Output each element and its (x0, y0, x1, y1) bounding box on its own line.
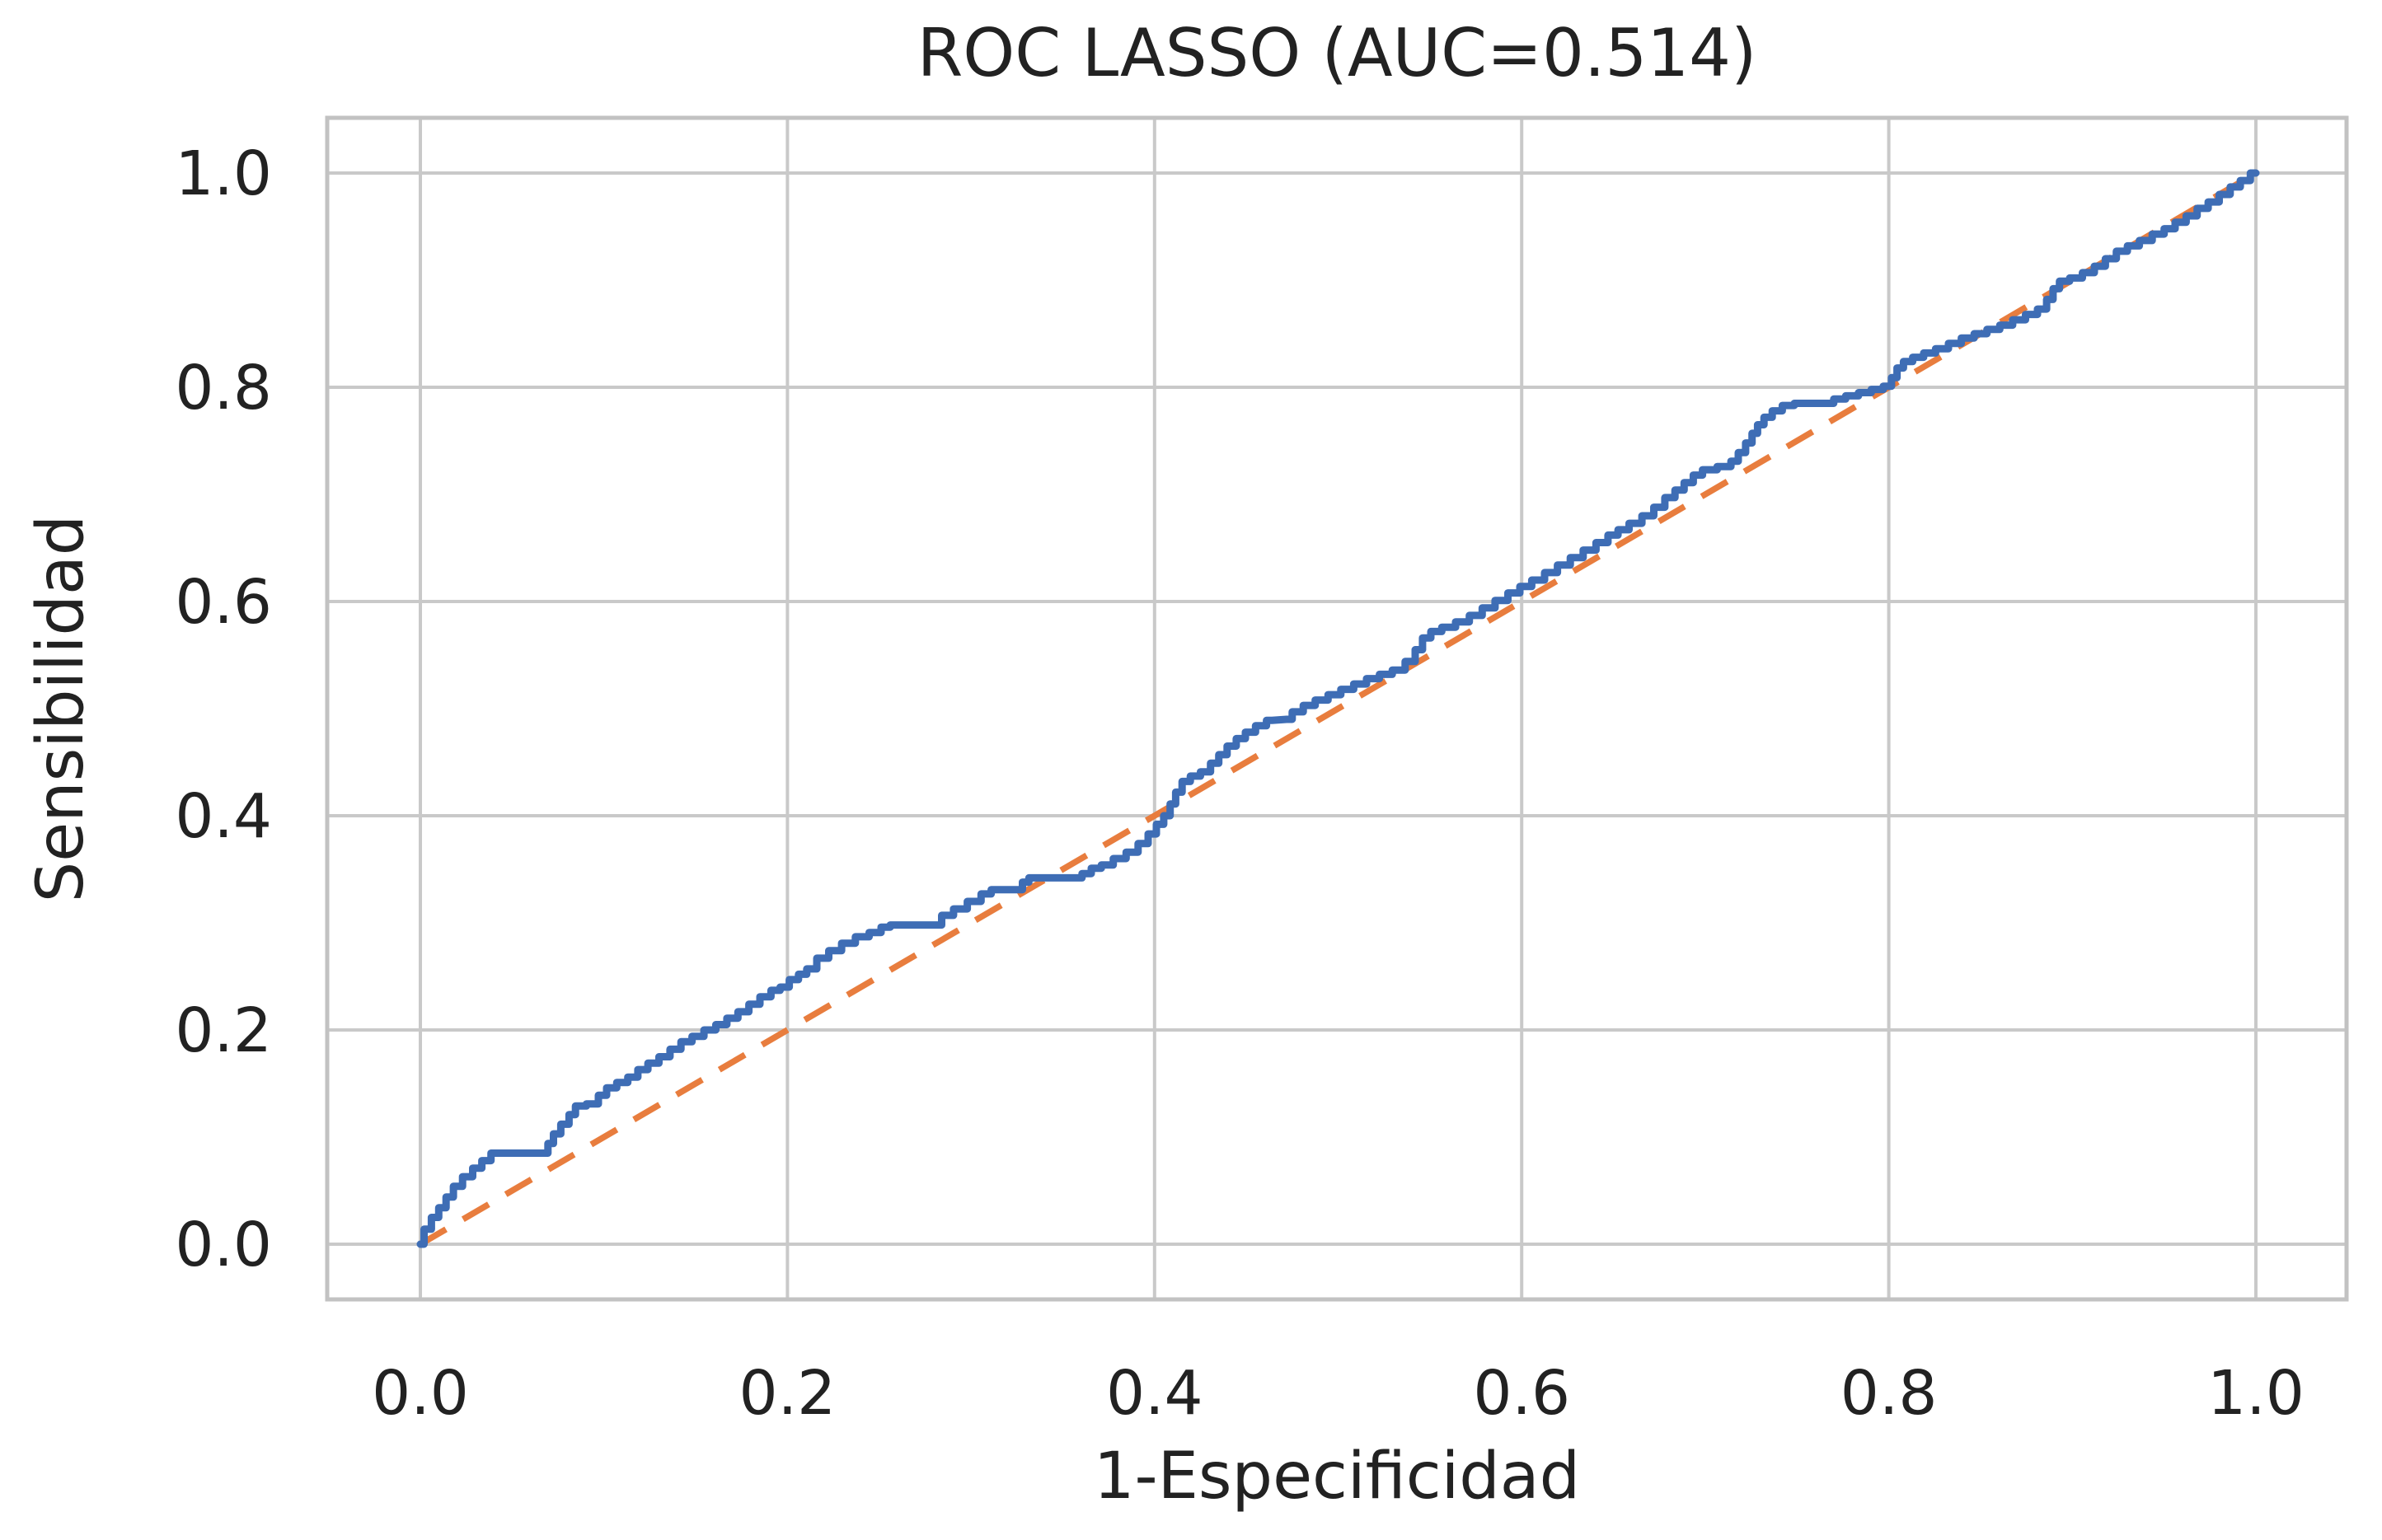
x-tick-label: 1.0 (2207, 1358, 2305, 1429)
y-tick-label: 0.4 (175, 781, 272, 852)
x-axis-label: 1-Especificidad (1094, 1439, 1580, 1514)
chance-diagonal-line (419, 170, 2258, 1247)
y-tick-label: 0.2 (175, 995, 272, 1066)
y-axis-label: Sensibilidad (24, 515, 98, 903)
x-tick-label: 0.6 (1473, 1358, 1570, 1429)
y-tick-label: 0.6 (175, 567, 272, 638)
x-tick-label: 0.2 (739, 1358, 837, 1429)
roc-curve-line (416, 169, 2260, 1248)
x-tick-labels: 0.0 0.2 0.4 0.6 0.8 1.0 (372, 1358, 2305, 1429)
y-tick-label: 0.0 (175, 1210, 272, 1280)
x-tick-label: 0.4 (1106, 1358, 1203, 1429)
x-tick-label: 0.0 (372, 1358, 469, 1429)
gridlines (327, 118, 2347, 1299)
chart-title: ROC LASSO (AUC=0.514) (917, 15, 1757, 91)
x-tick-label: 0.8 (1840, 1358, 1938, 1429)
y-tick-label: 0.8 (175, 353, 272, 424)
y-tick-labels: 0.0 0.2 0.4 0.6 0.8 1.0 (175, 138, 272, 1280)
y-tick-label: 1.0 (175, 138, 272, 209)
plot-border (325, 115, 2349, 1302)
